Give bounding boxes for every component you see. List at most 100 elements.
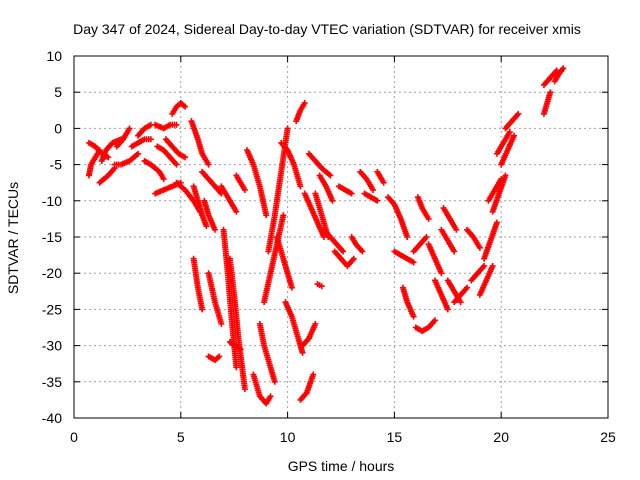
series-a27 bbox=[233, 172, 248, 193]
data-point bbox=[493, 219, 500, 226]
series-a38 bbox=[299, 320, 319, 349]
data-point bbox=[374, 197, 381, 204]
x-tick-label: 0 bbox=[70, 429, 78, 445]
series-a37 bbox=[297, 371, 317, 403]
data-point bbox=[96, 147, 103, 154]
data-point bbox=[173, 121, 180, 128]
series-a13 bbox=[162, 136, 189, 161]
data-point bbox=[476, 244, 483, 251]
series-a11 bbox=[154, 143, 180, 168]
series-a16 bbox=[188, 118, 212, 168]
series-a74 bbox=[551, 65, 567, 85]
series-a52 bbox=[391, 248, 417, 266]
series-a59 bbox=[438, 226, 458, 255]
data-point bbox=[284, 125, 291, 132]
data-point bbox=[431, 317, 438, 324]
data-point bbox=[160, 176, 167, 183]
series-a64 bbox=[468, 262, 488, 284]
y-tick-label: -10 bbox=[42, 193, 62, 209]
series-a14 bbox=[169, 100, 189, 117]
data-point bbox=[410, 313, 417, 320]
series-a22 bbox=[205, 353, 223, 364]
data-point bbox=[359, 248, 366, 255]
series-a60 bbox=[440, 205, 460, 233]
series-a21 bbox=[201, 197, 218, 233]
data-point bbox=[457, 299, 464, 306]
y-tick-label: 10 bbox=[46, 48, 62, 64]
data-point bbox=[205, 161, 212, 168]
series-a51 bbox=[384, 194, 411, 240]
data-point bbox=[438, 270, 445, 277]
series-a20 bbox=[205, 270, 225, 327]
series-a23 bbox=[218, 183, 240, 215]
series-a7 bbox=[128, 136, 154, 150]
data-point bbox=[370, 186, 377, 193]
data-point bbox=[299, 349, 306, 356]
data-point bbox=[560, 65, 567, 72]
data-point bbox=[453, 226, 460, 233]
data-point bbox=[182, 154, 189, 161]
data-point bbox=[327, 172, 334, 179]
series-a65 bbox=[476, 262, 496, 298]
y-axis-label: SDTVAR / TECUs bbox=[5, 182, 21, 294]
series-a69 bbox=[493, 129, 513, 157]
series-a63 bbox=[464, 226, 483, 251]
data-point bbox=[515, 110, 522, 117]
data-point bbox=[263, 212, 270, 219]
data-point bbox=[182, 103, 189, 110]
chart-title: Day 347 of 2024, Sidereal Day-to-day VTE… bbox=[73, 21, 581, 37]
data-point bbox=[216, 353, 223, 360]
series-a39 bbox=[301, 190, 327, 240]
series-a24 bbox=[220, 226, 240, 371]
series-a29 bbox=[250, 371, 274, 407]
series-a44 bbox=[316, 172, 336, 204]
data-point bbox=[380, 179, 387, 186]
series-a8 bbox=[135, 121, 154, 139]
series-a71 bbox=[502, 110, 522, 132]
y-tick-label: 5 bbox=[54, 84, 62, 100]
series-a45 bbox=[331, 248, 357, 269]
series-a36 bbox=[293, 100, 308, 125]
y-tick-label: -20 bbox=[42, 265, 62, 281]
data-point bbox=[350, 255, 357, 262]
series-a6 bbox=[113, 125, 133, 150]
data-point bbox=[135, 150, 142, 157]
series-a28 bbox=[244, 147, 270, 219]
data-point bbox=[233, 364, 240, 371]
grid bbox=[74, 56, 608, 418]
y-tick-label: -35 bbox=[42, 374, 62, 390]
data-point bbox=[288, 284, 295, 291]
data-point bbox=[318, 283, 325, 290]
series-a35 bbox=[282, 299, 306, 356]
series-a2 bbox=[85, 147, 103, 179]
data-point bbox=[280, 212, 287, 219]
data-point bbox=[233, 208, 240, 215]
x-tick-label: 5 bbox=[177, 429, 185, 445]
series-a68 bbox=[489, 172, 509, 215]
data-point bbox=[329, 197, 336, 204]
data-point bbox=[340, 248, 347, 255]
data-point bbox=[297, 183, 304, 190]
data-point bbox=[310, 371, 317, 378]
data-point bbox=[237, 346, 244, 353]
data-point bbox=[348, 190, 355, 197]
series-a18 bbox=[190, 255, 206, 313]
series-a53 bbox=[399, 284, 417, 320]
data-point bbox=[410, 259, 417, 266]
data-point bbox=[444, 306, 451, 313]
series-a43 bbox=[320, 226, 347, 255]
series-a56 bbox=[414, 194, 432, 222]
series-a55 bbox=[412, 317, 438, 335]
data-point bbox=[301, 100, 308, 107]
series-a62 bbox=[451, 284, 471, 306]
data-point bbox=[267, 393, 274, 400]
data-point bbox=[211, 226, 218, 233]
data-point bbox=[451, 248, 458, 255]
x-tick-label: 20 bbox=[493, 429, 509, 445]
data-point bbox=[489, 262, 496, 269]
data-point bbox=[464, 284, 471, 291]
data-point bbox=[506, 129, 513, 136]
series-a47 bbox=[348, 234, 366, 255]
data-point bbox=[241, 186, 248, 193]
axis-ticks: 0 5 10 15 20 25 10 5 0 -5 -10 -15 -20 -25 -30 -35 -40 bbox=[42, 48, 616, 445]
